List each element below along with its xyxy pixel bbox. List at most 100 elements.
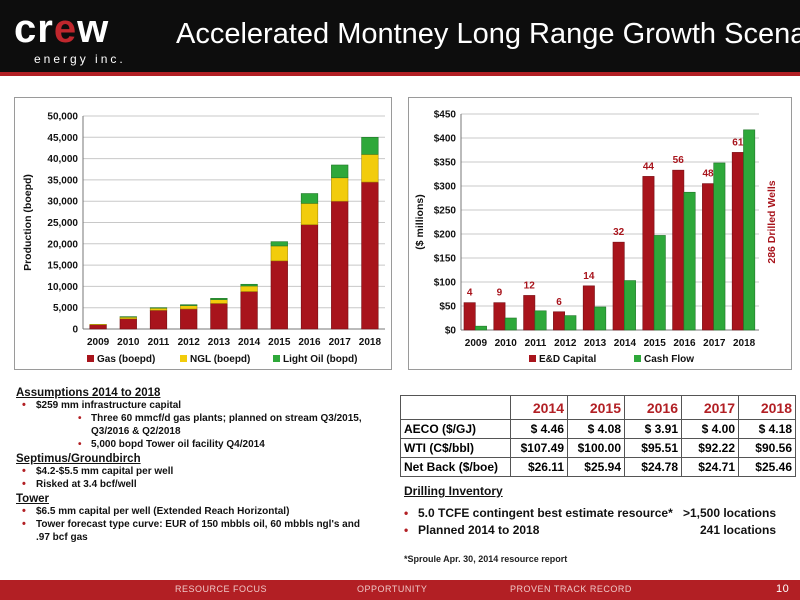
assumption-bullet: Tower forecast type curve: EUR of 150 mb… bbox=[16, 518, 396, 544]
data-label: 6 bbox=[556, 297, 562, 308]
y-tick-label: 0 bbox=[72, 325, 78, 336]
data-label: 56 bbox=[673, 155, 685, 166]
y-tick-label: 35,000 bbox=[47, 175, 78, 186]
bar-ngl bbox=[331, 177, 349, 202]
data-label: 14 bbox=[583, 271, 595, 282]
x-tick-label: 2015 bbox=[268, 337, 291, 348]
bar-gas bbox=[331, 200, 349, 330]
logo-word-e: e bbox=[53, 7, 78, 51]
page-number: 10 bbox=[776, 583, 790, 595]
bar-gas bbox=[361, 181, 379, 330]
legend-swatch bbox=[634, 355, 641, 362]
drilling-heading: Drilling Inventory bbox=[404, 484, 503, 498]
cell: $25.94 bbox=[567, 457, 625, 477]
bar-cashflow bbox=[743, 129, 756, 331]
drilling-label: Planned 2014 to 2018 bbox=[418, 523, 540, 537]
bar-ngl bbox=[210, 299, 228, 304]
y-tick-label: 30,000 bbox=[47, 197, 78, 208]
legend-swatch bbox=[273, 355, 280, 362]
bar-capital bbox=[612, 241, 625, 331]
x-tick-label: 2017 bbox=[703, 338, 726, 349]
logo-wordmark: crew bbox=[14, 8, 109, 50]
bar-capital bbox=[493, 302, 506, 331]
footer-bar: RESOURCE FOCUS OPPORTUNITY PROVEN TRACK … bbox=[0, 580, 800, 600]
legend-swatch bbox=[529, 355, 536, 362]
data-label: 61 bbox=[732, 137, 744, 148]
x-tick-label: 2017 bbox=[329, 337, 352, 348]
x-tick-label: 2013 bbox=[208, 337, 231, 348]
bar-capital bbox=[642, 176, 655, 331]
cell: $ 3.91 bbox=[624, 419, 682, 439]
production-chart-panel: 0 5,000 10,000 15,000 20,000 25,000 30,000 35,0… bbox=[14, 97, 392, 370]
crew-logo: crew energy inc. bbox=[14, 8, 144, 66]
logo-word-b: w bbox=[77, 7, 110, 51]
assumption-text: Tower forecast type curve: EUR of 150 mb… bbox=[36, 519, 360, 530]
x-tick-label: 2016 bbox=[298, 337, 321, 348]
price-table-header: 2014 2015 2016 2017 2018 bbox=[400, 395, 796, 420]
bar-gas bbox=[300, 224, 319, 330]
header-bar: crew energy inc. Accelerated Montney Lon… bbox=[0, 0, 800, 72]
bar-gas bbox=[89, 324, 107, 330]
drilled-wells-label: 286 Drilled Wells bbox=[766, 180, 778, 263]
assumption-sub-bullet: 5,000 bopd Tower oil facility Q4/2014 bbox=[16, 438, 396, 451]
bar-ngl bbox=[361, 154, 379, 183]
page-title: Accelerated Montney Long Range Growth Sc… bbox=[176, 18, 800, 50]
bar-capital bbox=[553, 311, 566, 331]
cell: $ 4.18 bbox=[738, 419, 796, 439]
year-header: 2015 bbox=[567, 395, 625, 420]
bar-capital bbox=[672, 169, 685, 331]
cell: $100.00 bbox=[567, 438, 625, 458]
row-label: AECO ($/GJ) bbox=[400, 419, 511, 439]
x-tick-label: 2011 bbox=[148, 337, 170, 348]
table-row: Net Back ($/boe) $26.11 $25.94 $24.78 $2… bbox=[400, 457, 796, 477]
x-tick-label: 2011 bbox=[525, 338, 547, 349]
drilling-value: >1,500 locations bbox=[682, 506, 776, 520]
cell: $25.46 bbox=[738, 457, 796, 477]
drilling-label: 5.0 TCFE contingent best estimate resour… bbox=[418, 506, 673, 520]
bar-cashflow bbox=[564, 315, 577, 331]
bar-ngl bbox=[180, 305, 198, 310]
data-label: 48 bbox=[702, 169, 714, 180]
price-table-corner bbox=[400, 395, 511, 420]
x-tick-label: 2012 bbox=[178, 337, 201, 348]
year-header: 2016 bbox=[624, 395, 682, 420]
y-tick-label: 5,000 bbox=[53, 303, 78, 314]
assumption-bullet: $4.2-$5.5 mm capital per well bbox=[16, 465, 396, 478]
bar-oil bbox=[300, 193, 319, 204]
assumption-bullet: $259 mm infrastructure capital bbox=[16, 399, 396, 412]
cell: $24.78 bbox=[624, 457, 682, 477]
y-tick-label: $450 bbox=[434, 110, 457, 121]
y-tick-label: $250 bbox=[434, 206, 457, 217]
year-header: 2014 bbox=[510, 395, 568, 420]
bar-cashflow bbox=[683, 191, 696, 331]
capital-chart-panel: $0 $50 $100 $150 $200 $250 $300 $350 $400 $450 4 20… bbox=[408, 97, 792, 370]
y-tick-label: $100 bbox=[434, 278, 457, 289]
bar-gas bbox=[210, 303, 228, 330]
footer-label-resource: RESOURCE FOCUS bbox=[175, 584, 268, 594]
cell: $107.49 bbox=[510, 438, 568, 458]
bar-oil bbox=[210, 298, 228, 300]
data-label: 44 bbox=[643, 161, 655, 172]
bar-capital bbox=[702, 183, 715, 331]
bar-capital bbox=[582, 285, 595, 331]
production-chart: 0 5,000 10,000 15,000 20,000 25,000 30,000 35,0… bbox=[22, 112, 385, 365]
row-label: Net Back ($/boe) bbox=[400, 457, 511, 477]
x-tick-label: 2018 bbox=[359, 337, 382, 348]
year-header: 2017 bbox=[681, 395, 739, 420]
bar-gas bbox=[240, 291, 258, 330]
bar-cashflow bbox=[713, 162, 726, 331]
footnote: *Sproule Apr. 30, 2014 resource report bbox=[404, 554, 568, 564]
header-divider bbox=[0, 72, 800, 76]
capital-chart: $0 $50 $100 $150 $200 $250 $300 $350 $400 $450 4 20… bbox=[414, 110, 778, 366]
bar-cashflow bbox=[624, 280, 636, 331]
assumption-bullet: $6.5 mm capital per well (Extended Reach… bbox=[16, 505, 396, 518]
y-axis-label: ($ millions) bbox=[414, 194, 426, 249]
bar-gas bbox=[149, 309, 168, 330]
footer-label-track-record: PROVEN TRACK RECORD bbox=[510, 584, 632, 594]
legend-label: Cash Flow bbox=[644, 354, 694, 365]
cell: $92.22 bbox=[681, 438, 739, 458]
bar-cashflow bbox=[504, 317, 517, 331]
bar-gas bbox=[119, 318, 137, 330]
assumptions-section: Assumptions 2014 to 2018 $259 mm infrast… bbox=[16, 385, 396, 544]
cell: $ 4.46 bbox=[510, 419, 568, 439]
